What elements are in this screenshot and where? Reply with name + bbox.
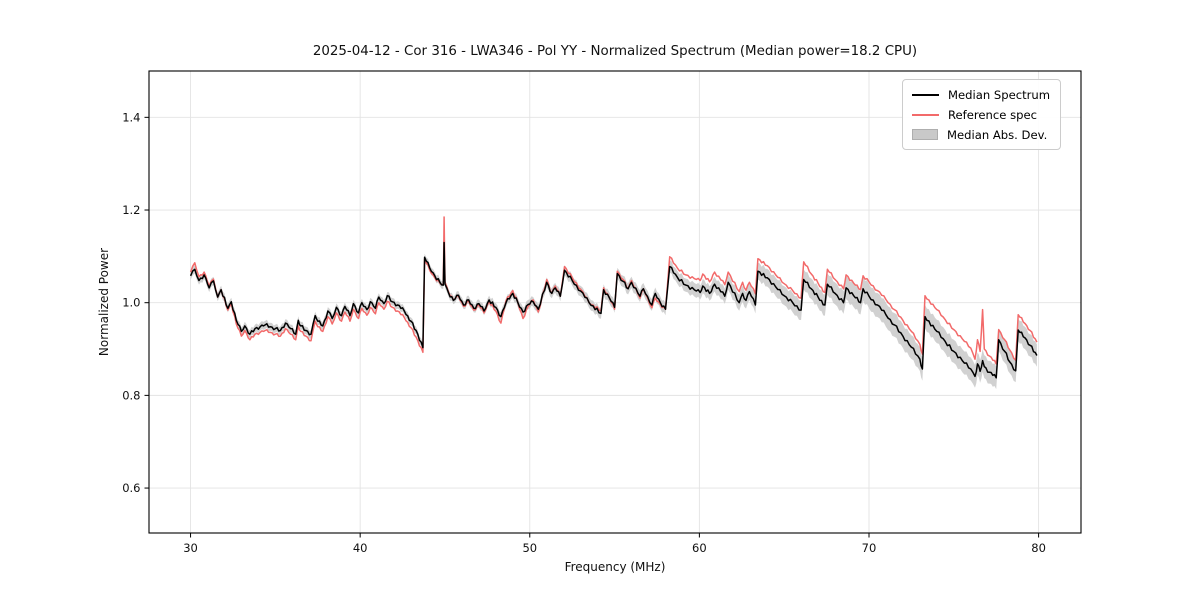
y-axis-label: Normalized Power bbox=[97, 247, 111, 357]
median-abs-dev-patch-swatch bbox=[912, 129, 938, 140]
median-spectrum-line bbox=[189, 241, 1038, 379]
legend-item-median-spectrum: Median Spectrum bbox=[912, 86, 1050, 103]
reference-spec-line bbox=[189, 216, 1038, 365]
x-tick-label: 30 bbox=[183, 541, 198, 555]
median-spectrum-line-swatch bbox=[912, 93, 939, 96]
legend-label-median-abs-dev: Median Abs. Dev. bbox=[947, 127, 1048, 142]
legend-item-median-abs-dev: Median Abs. Dev. bbox=[912, 126, 1050, 143]
x-tick-label: 70 bbox=[862, 541, 877, 555]
x-tick-label: 80 bbox=[1031, 541, 1046, 555]
y-tick-label: 1.4 bbox=[122, 110, 140, 124]
y-tick-label: 1.0 bbox=[122, 296, 140, 310]
legend-label-reference-spec: Reference spec bbox=[948, 107, 1037, 122]
legend-label-median-spectrum: Median Spectrum bbox=[948, 87, 1051, 102]
x-tick-label: 50 bbox=[522, 541, 537, 555]
axes-frame bbox=[148, 70, 1082, 534]
x-tick-label: 40 bbox=[353, 541, 368, 555]
reference-spec-line-swatch bbox=[912, 113, 939, 116]
y-tick-label: 1.2 bbox=[122, 203, 140, 217]
legend: Median Spectrum Reference spec Median Ab… bbox=[902, 79, 1062, 150]
plot-title: 2025-04-12 - Cor 316 - LWA346 - Pol YY -… bbox=[312, 44, 918, 59]
median-abs-dev-band bbox=[190, 238, 1037, 390]
y-tick-label: 0.6 bbox=[122, 481, 140, 495]
x-axis-label: Frequency (MHz) bbox=[564, 560, 666, 574]
y-tick-label: 0.8 bbox=[122, 388, 140, 402]
x-tick-label: 60 bbox=[692, 541, 707, 555]
legend-item-reference-spec: Reference spec bbox=[912, 106, 1050, 123]
